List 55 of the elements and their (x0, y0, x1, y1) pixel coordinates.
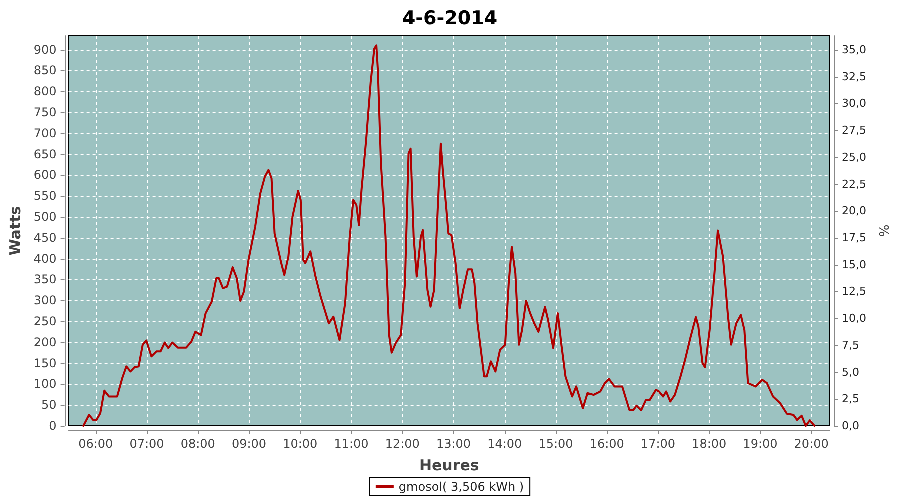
y-tick-label: 700 (34, 126, 57, 140)
y-tick-label: 450 (34, 230, 57, 245)
y2-tick-label: 22,5 (842, 178, 866, 191)
x-tick-label: 06:00 (78, 437, 114, 451)
y-tick-label: 400 (34, 252, 57, 266)
y2-tick-label: 35,0 (842, 43, 866, 56)
y2-tick-label: 10,0 (842, 312, 866, 326)
y-tick-label: 100 (34, 377, 57, 392)
x-tick-label: 17:00 (640, 437, 676, 451)
x-tick-label: 15:00 (538, 437, 574, 451)
y-tick-label: 200 (34, 335, 57, 350)
y2-tick-label: 27,5 (842, 124, 866, 138)
x-tick-label: 10:00 (283, 437, 318, 451)
y-tick-label: 600 (34, 168, 57, 182)
x-tick-label: 13:00 (436, 437, 472, 451)
y2-tick-label: 17,5 (842, 231, 866, 244)
y2-tick-label: 25,0 (842, 150, 866, 164)
y2-tick-label: 7,5 (842, 338, 860, 352)
y2-tick-label: 5,0 (842, 366, 860, 379)
y2-tick-label: 2,5 (842, 392, 860, 406)
x-axis-title: Heures (419, 456, 480, 474)
y2-tick-label: 30,0 (842, 97, 866, 110)
x-tick-label: 12:00 (385, 437, 420, 451)
y2-tick-label: 12,5 (842, 285, 866, 298)
x-tick-label: 16:00 (590, 437, 624, 451)
y-tick-label: 500 (34, 210, 57, 224)
y-tick-label: 150 (34, 356, 57, 370)
y-tick-label: 800 (34, 84, 57, 99)
y2-tick-label: 20,0 (842, 204, 866, 218)
y-tick-label: 850 (34, 64, 57, 78)
y-tick-label: 900 (34, 42, 57, 57)
y-tick-label: 0 (49, 419, 57, 433)
legend-label: gmosol( 3,506 kWh ) (398, 480, 524, 494)
x-tick-label: 08:00 (180, 437, 216, 451)
x-tick-label: 14:00 (488, 437, 522, 451)
y-tick-label: 350 (34, 272, 57, 287)
y-tick-label: 50 (42, 398, 57, 412)
y-tick-label: 650 (34, 147, 57, 162)
y2-tick-label: 0,0 (842, 420, 860, 432)
chart-title: 4-6-2014 (402, 8, 498, 30)
y2-tick-label: 15,0 (842, 258, 866, 272)
x-tick-label: 11:00 (334, 437, 369, 451)
line-series (82, 44, 816, 427)
y2-axis-title: % (878, 224, 893, 238)
x-tick-label: 19:00 (743, 437, 778, 451)
y-axis-title: Watts (6, 206, 24, 256)
x-tick-label: 18:00 (692, 437, 727, 451)
y-tick-label: 300 (34, 294, 57, 308)
y2-tick-label: 32,5 (842, 70, 866, 84)
y-tick-label: 250 (34, 314, 57, 328)
x-tick-label: 07:00 (130, 437, 164, 451)
x-tick-label: 20:00 (794, 437, 829, 451)
y-tick-label: 750 (34, 105, 57, 120)
y-tick-label: 550 (34, 189, 57, 204)
x-tick-label: 09:00 (232, 437, 267, 451)
